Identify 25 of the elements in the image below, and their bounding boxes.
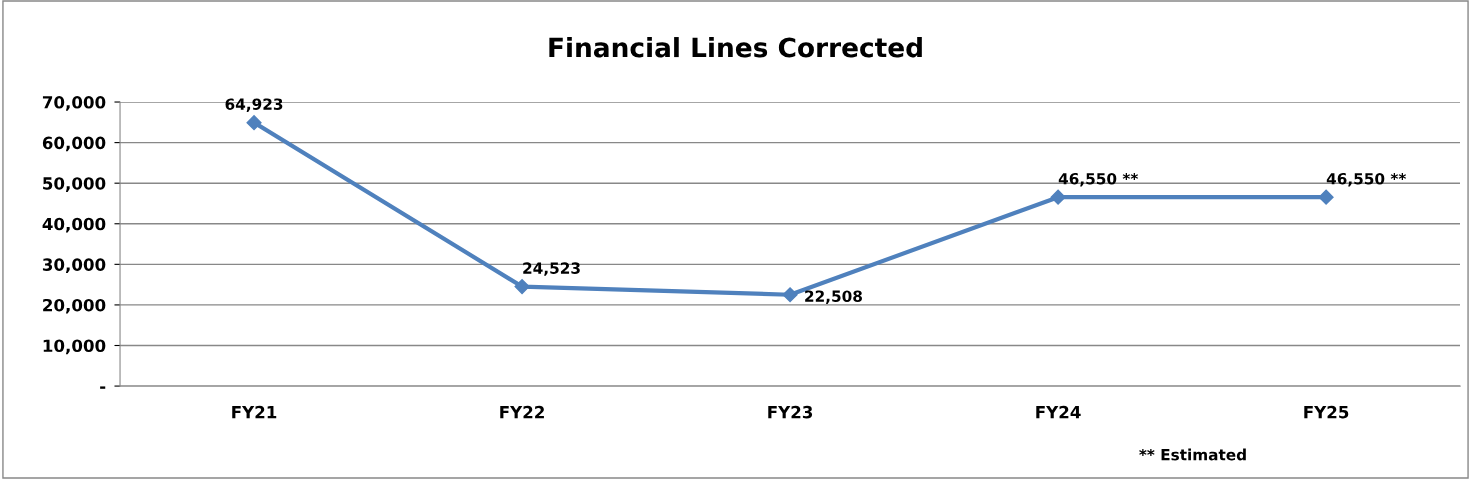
y-tick-label: 30,000 <box>42 258 106 274</box>
chart-title: Financial Lines Corrected <box>549 37 922 58</box>
x-tick-label: FY25 <box>1304 405 1349 419</box>
data-label: 24,523 <box>523 262 580 276</box>
text: ** Estimated <box>1139 448 1246 461</box>
data-label: 46,550 ** <box>1058 172 1139 187</box>
y-tick-label: 50,000 <box>43 177 106 192</box>
point <box>246 115 262 131</box>
y-tick-label: 20,000 <box>43 298 106 314</box>
point <box>1318 189 1334 205</box>
x-tick-label: FY21 <box>232 405 277 419</box>
y-tick-label: 40,000 <box>42 217 106 233</box>
x-tick-label: FY23 <box>768 405 813 419</box>
point <box>514 278 530 295</box>
y-tick-label: - <box>100 386 106 389</box>
y-tick-label: 10,000 <box>43 339 106 355</box>
data-label: 64,923 <box>225 98 283 112</box>
x-tick-label: FY22 <box>500 405 544 419</box>
x-tick-label: FY24 <box>1036 405 1081 419</box>
data-label: 46,550 ** <box>1326 172 1407 187</box>
y-tick-label: 70,000 <box>42 95 106 111</box>
point <box>1050 189 1066 205</box>
point <box>782 287 798 303</box>
data-label: 22,508 <box>805 290 862 304</box>
y-tick-label: 60,000 <box>42 136 106 152</box>
